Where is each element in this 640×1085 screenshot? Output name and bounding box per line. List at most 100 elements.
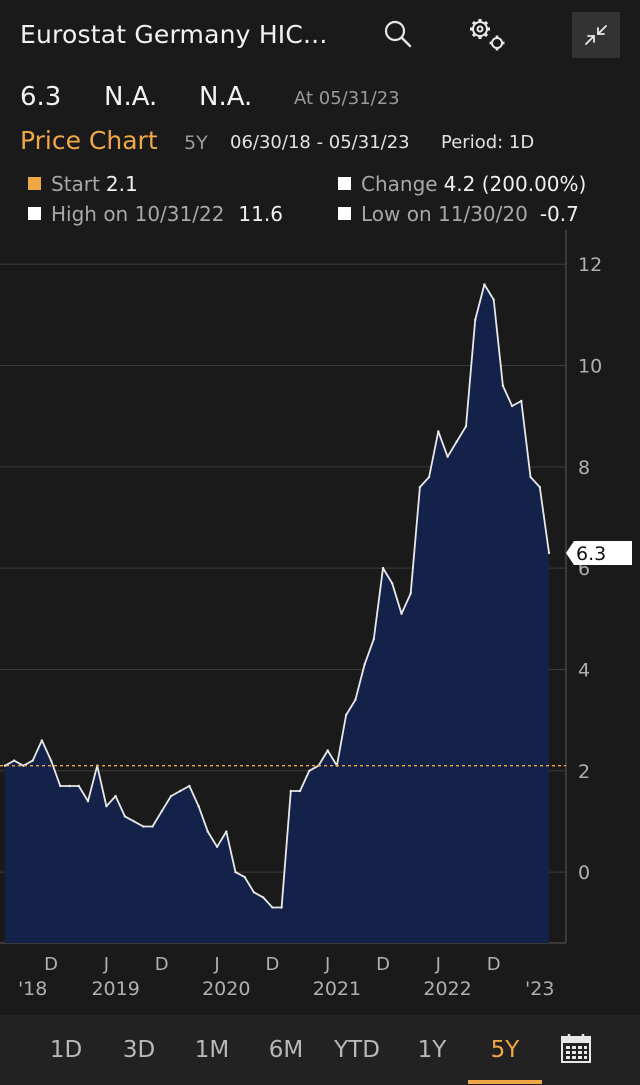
data-point <box>262 896 265 899</box>
tab-1m[interactable]: 1M <box>194 1037 230 1063</box>
data-point <box>381 566 385 570</box>
tab-ytd[interactable]: YTD <box>334 1037 380 1063</box>
data-point <box>474 318 477 322</box>
tab-3d[interactable]: 3D <box>122 1037 156 1063</box>
as-of-date: At 05/31/23 <box>294 88 400 109</box>
data-point <box>427 475 431 479</box>
data-point <box>354 698 357 701</box>
active-tab-underline <box>468 1080 542 1084</box>
stat-change-label: Change <box>361 172 438 196</box>
data-point <box>160 810 163 813</box>
quote-row: 6.3 N.A. N.A. At 05/31/23 <box>20 82 640 116</box>
last-value: 6.3 <box>20 82 62 112</box>
change-legend-marker <box>338 177 351 190</box>
x-tick-label: D <box>265 954 279 975</box>
x-year-label: 2021 <box>313 978 361 1000</box>
data-point <box>49 759 53 762</box>
last-value-label: 6.3 <box>576 543 606 565</box>
tab-5y[interactable]: 5Y <box>490 1037 520 1063</box>
collapse-icon[interactable] <box>572 12 620 58</box>
data-point <box>520 399 523 403</box>
data-point <box>464 425 468 428</box>
data-point <box>3 764 7 767</box>
stat-high-label: High on 10/31/22 <box>51 202 225 226</box>
data-point <box>22 764 25 767</box>
x-tick-label: D <box>376 954 390 975</box>
stat-change-value: 4.2 (200.00%) <box>443 172 587 196</box>
tab-1y[interactable]: 1Y <box>417 1037 447 1063</box>
chart-span: 5Y <box>184 132 208 154</box>
x-year-label: '23 <box>525 978 554 1000</box>
start-legend-marker <box>28 177 41 190</box>
y-tick-label: 8 <box>578 457 590 479</box>
data-point <box>68 784 71 788</box>
data-point <box>252 891 256 894</box>
tab-6m[interactable]: 6M <box>268 1037 304 1063</box>
price-chart-title: Price Chart <box>20 126 158 155</box>
data-point <box>289 789 292 793</box>
data-point <box>344 713 348 717</box>
data-point <box>298 789 302 793</box>
x-tick-label: J <box>213 954 219 975</box>
period-tab-bar: 1D 3D 1M 6M YTD 1Y 5Y <box>0 1015 640 1085</box>
x-year-label: 2020 <box>202 978 250 1000</box>
stat-high-value: 11.6 <box>238 202 283 226</box>
data-point <box>400 612 403 615</box>
chart-period: Period: 1D <box>441 132 535 153</box>
data-point <box>31 759 34 762</box>
stat-low: Low on 11/30/20 -0.7 <box>338 202 579 226</box>
data-point <box>188 784 191 788</box>
data-point <box>529 475 532 479</box>
data-point <box>243 875 246 879</box>
y-tick-label: 0 <box>578 862 590 884</box>
stat-start-value: 2.1 <box>105 172 138 196</box>
data-point <box>151 825 154 828</box>
stat-high: High on 10/31/22 11.6 <box>28 202 283 226</box>
data-point <box>123 815 127 818</box>
percent-change: N.A. <box>199 82 253 112</box>
x-tick-label: D <box>487 954 501 975</box>
data-point <box>391 582 394 585</box>
data-point <box>142 825 145 828</box>
data-point <box>114 794 117 798</box>
data-point <box>418 485 422 489</box>
series-line <box>4 283 550 909</box>
data-point <box>215 845 219 848</box>
data-point <box>510 404 514 408</box>
high-legend-marker <box>28 207 41 220</box>
y-tick-label: 10 <box>578 356 602 378</box>
data-point <box>280 906 283 909</box>
data-point <box>308 769 311 772</box>
data-point <box>271 906 274 909</box>
data-point <box>547 551 551 555</box>
tab-1d[interactable]: 1D <box>49 1037 83 1063</box>
net-change: N.A. <box>104 82 158 112</box>
x-year-label: '18 <box>18 978 47 1000</box>
data-point <box>437 430 440 433</box>
data-point <box>501 384 505 387</box>
x-tick-label: D <box>44 954 58 975</box>
data-point <box>86 800 90 803</box>
search-icon[interactable] <box>378 14 418 54</box>
y-tick-label: 4 <box>578 659 590 681</box>
data-point <box>206 830 209 833</box>
x-year-label: 2019 <box>91 978 139 1000</box>
data-point <box>59 784 62 788</box>
data-point <box>169 794 173 798</box>
data-point <box>326 749 329 752</box>
area-fill <box>5 284 549 943</box>
header-bar: Eurostat Germany HIC... <box>0 0 640 75</box>
data-point <box>179 789 182 793</box>
stat-low-value: -0.7 <box>539 202 579 226</box>
data-point <box>455 440 458 443</box>
x-tick-label: J <box>103 954 109 975</box>
x-tick-label: D <box>155 954 169 975</box>
settings-icon[interactable] <box>462 14 512 54</box>
chart-date-range: 06/30/18 - 05/31/23 <box>230 132 410 153</box>
calendar-icon[interactable] <box>560 1032 592 1064</box>
page-title: Eurostat Germany HIC... <box>20 20 328 49</box>
data-point <box>538 485 541 489</box>
data-point <box>197 805 200 808</box>
data-point <box>363 663 366 666</box>
